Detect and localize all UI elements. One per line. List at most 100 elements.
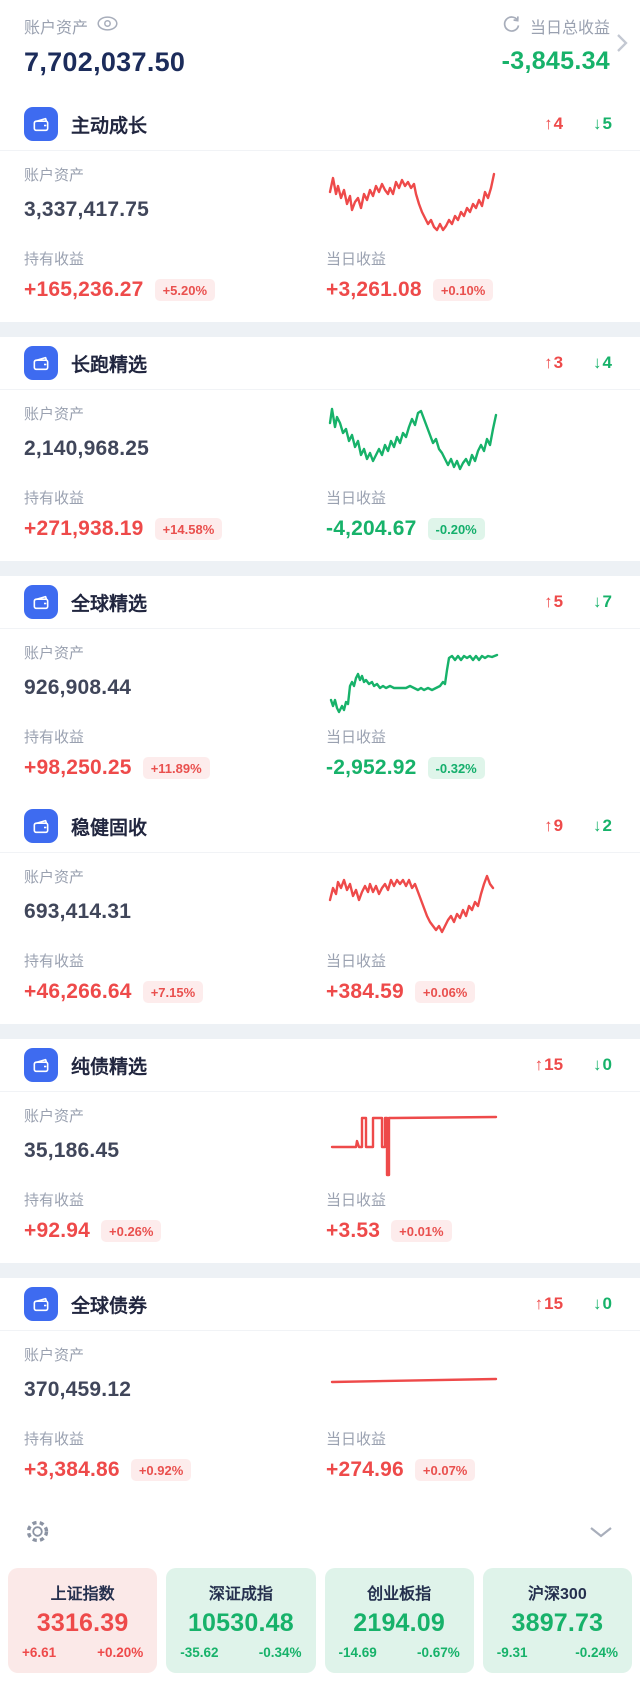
account-asset-label: 账户资产 [24,20,89,37]
index-tile[interactable]: 创业板指 2194.09 -14.69 -0.67% [324,1568,474,1673]
daily-profit-badge: +0.10% [432,279,494,301]
rising-count: ↑ 15 [534,1055,564,1074]
visibility-eye-icon[interactable] [97,16,118,36]
up-arrow-icon: ↑ [544,816,553,835]
index-name: 沪深300 [528,1586,587,1603]
daily-profit-label: 当日收益 [326,729,387,746]
portfolio-card-header[interactable]: 主动成长 ↑ 4 ↓ 5 [0,98,640,151]
portfolio-card[interactable]: 长跑精选 ↑ 3 ↓ 4 账户资产 2,140,968.25 持有收益 +271,9… [0,337,640,561]
index-tile[interactable]: 沪深300 3897.73 -9.31 -0.24% [482,1568,632,1673]
daily-profit-label: 当日收益 [326,251,387,268]
falling-count: ↓ 7 [593,592,612,611]
up-arrow-icon: ↑ [544,353,553,372]
down-arrow-icon: ↓ [593,1294,602,1313]
header-chevron-right-icon[interactable] [614,29,630,62]
portfolio-card-header[interactable]: 长跑精选 ↑ 3 ↓ 4 [0,337,640,390]
index-change-pct: -0.24% [575,1645,618,1660]
index-change-pct: +0.20% [97,1645,144,1660]
account-asset-value: 693,414.31 [24,900,132,923]
sparkline-chart [329,653,499,714]
list-footer [0,1502,640,1558]
up-arrow-icon: ↑ [544,114,553,133]
daily-profit-label: 当日收益 [326,953,387,970]
wallet-icon [24,107,58,141]
wallet-icon [24,585,58,619]
falling-count: ↓ 0 [593,1055,612,1074]
account-asset-value: 7,702,037.50 [24,47,186,77]
index-tile[interactable]: 深证成指 10530.48 -35.62 -0.34% [166,1568,316,1673]
refresh-icon[interactable] [502,14,521,38]
account-asset-value: 370,459.12 [24,1378,132,1401]
index-name: 创业板指 [367,1586,432,1603]
down-arrow-icon: ↓ [593,353,602,372]
daily-profit-label: 当日收益 [326,490,387,507]
holding-profit-badge: +0.92% [130,1459,192,1481]
holding-profit-badge: +0.26% [101,1220,162,1242]
holding-profit-badge: +11.89% [142,757,210,779]
daily-total-label: 当日总收益 [529,20,610,37]
sparkline-chart [328,407,498,471]
portfolio-card-list: 主动成长 ↑ 4 ↓ 5 账户资产 3,337,417.75 持有收益 +165,2… [0,98,640,1502]
holding-profit-value: +165,236.27 [24,278,144,301]
rising-count: ↑ 4 [544,114,564,133]
card-divider [0,322,640,337]
account-asset-value: 3,337,417.75 [24,198,150,221]
portfolio-card-header[interactable]: 稳健固收 ↑ 9 ↓ 2 [0,800,640,853]
index-change: -9.31 [496,1645,528,1660]
portfolio-name: 长跑精选 [71,354,148,376]
card-divider [0,1263,640,1278]
daily-profit-value: +3.53 [326,1219,381,1242]
portfolio-name: 纯债精选 [71,1056,148,1078]
account-summary-header: 账户资产 7,702,037.50 当日总收益 -3,845.34 [0,0,640,98]
portfolio-card[interactable]: 主动成长 ↑ 4 ↓ 5 账户资产 3,337,417.75 持有收益 +165,2… [0,98,640,322]
portfolio-card[interactable]: 全球债券 ↑ 15 ↓ 0 账户资产 370,459.12 持有收益 +3,384.… [0,1278,640,1502]
portfolio-card-header[interactable]: 纯债精选 ↑ 15 ↓ 0 [0,1039,640,1092]
rising-count: ↑ 5 [544,592,564,611]
index-change: +6.61 [22,1645,57,1660]
sparkline-chart [328,172,496,232]
daily-profit-badge: +0.07% [414,1459,476,1481]
holding-profit-value: +92.94 [24,1219,91,1242]
account-asset-value: 2,140,968.25 [24,437,150,460]
daily-profit-value: +384.59 [326,980,404,1003]
rising-count: ↑ 15 [534,1294,564,1313]
index-tile[interactable]: 上证指数 3316.39 +6.61 +0.20% [8,1568,158,1673]
portfolio-card[interactable]: 全球精选 ↑ 5 ↓ 7 账户资产 926,908.44 持有收益 +98,250.… [0,576,640,800]
daily-profit-badge: +0.01% [391,1220,452,1242]
index-value: 3316.39 [36,1609,129,1637]
settings-gear-icon[interactable] [24,1518,51,1550]
portfolio-card[interactable]: 纯债精选 ↑ 15 ↓ 0 账户资产 35,186.45 持有收益 +92.94 [0,1039,640,1263]
card-divider [0,1024,640,1039]
up-arrow-icon: ↑ [534,1294,544,1313]
holding-profit-label: 持有收益 [24,729,85,746]
portfolio-card-header[interactable]: 全球债券 ↑ 15 ↓ 0 [0,1278,640,1331]
daily-profit-value: +3,261.08 [326,278,422,301]
holding-profit-label: 持有收益 [24,1192,85,1209]
holding-profit-value: +271,938.19 [24,517,144,540]
collapse-chevron-down-icon[interactable] [588,1525,614,1544]
daily-profit-label: 当日收益 [326,1192,387,1209]
holding-profit-badge: +5.20% [154,279,216,301]
index-change: -35.62 [180,1645,219,1660]
falling-count: ↓ 5 [593,114,612,133]
portfolio-card[interactable]: 稳健固收 ↑ 9 ↓ 2 账户资产 693,414.31 持有收益 +46,266.… [0,800,640,1024]
account-asset-label: 账户资产 [24,167,85,184]
daily-profit-label: 当日收益 [326,1431,387,1448]
portfolio-name: 稳健固收 [71,817,148,839]
daily-profit-value: -4,204.67 [326,517,417,540]
sparkline-chart [328,874,495,934]
portfolio-card-header[interactable]: 全球精选 ↑ 5 ↓ 7 [0,576,640,629]
wallet-icon [24,809,58,843]
portfolio-name: 全球债券 [71,1295,148,1317]
up-arrow-icon: ↑ [544,592,553,611]
sparkline-chart [330,1377,498,1384]
market-index-bar: 上证指数 3316.39 +6.61 +0.20% 深证成指 10530.48 … [0,1558,640,1687]
down-arrow-icon: ↓ [593,1055,602,1074]
wallet-icon [24,1048,58,1082]
holding-profit-label: 持有收益 [24,1431,85,1448]
index-change-pct: -0.34% [258,1645,302,1660]
down-arrow-icon: ↓ [593,114,602,133]
holding-profit-label: 持有收益 [24,251,85,268]
holding-profit-value: +3,384.86 [24,1458,120,1481]
